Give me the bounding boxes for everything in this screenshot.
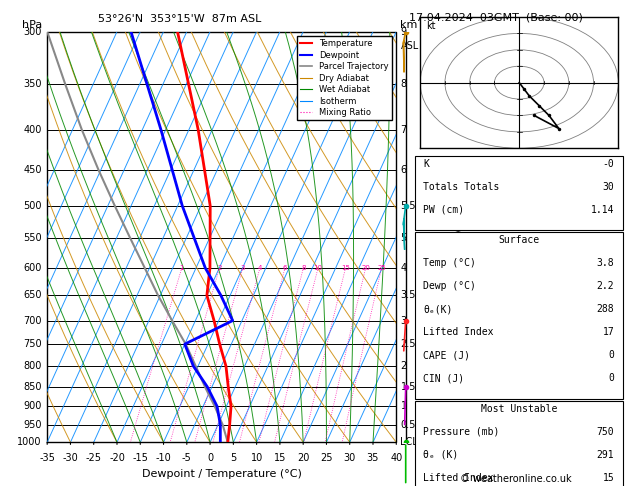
- Text: 17: 17: [603, 327, 615, 337]
- Text: 800: 800: [23, 361, 42, 371]
- Text: 950: 950: [23, 420, 42, 430]
- Text: 450: 450: [23, 165, 42, 175]
- Text: 53°26'N  353°15'W  87m ASL: 53°26'N 353°15'W 87m ASL: [98, 14, 262, 24]
- Text: 350: 350: [23, 79, 42, 89]
- Text: 30: 30: [343, 452, 356, 463]
- Text: ASL: ASL: [401, 41, 419, 51]
- Text: 17.04.2024  03GMT  (Base: 00): 17.04.2024 03GMT (Base: 00): [409, 12, 582, 22]
- Text: -15: -15: [132, 452, 148, 463]
- Text: 10: 10: [313, 265, 323, 271]
- Text: 1.14: 1.14: [591, 205, 615, 215]
- Text: 5: 5: [401, 233, 407, 243]
- Text: 2: 2: [217, 265, 221, 271]
- Text: 30: 30: [603, 182, 615, 192]
- Text: 291: 291: [597, 450, 615, 460]
- Text: 2.2: 2.2: [597, 281, 615, 291]
- Text: 750: 750: [597, 427, 615, 437]
- Text: CIN (J): CIN (J): [423, 373, 465, 383]
- Polygon shape: [403, 40, 404, 72]
- Text: 5: 5: [230, 452, 237, 463]
- Text: 1: 1: [401, 401, 406, 411]
- Text: Lifted Index: Lifted Index: [423, 473, 494, 483]
- Text: Most Unstable: Most Unstable: [481, 404, 557, 414]
- Text: 10: 10: [250, 452, 263, 463]
- Text: 1: 1: [179, 265, 184, 271]
- Text: K: K: [423, 159, 430, 169]
- Text: LCL: LCL: [401, 437, 418, 447]
- Text: 20: 20: [297, 452, 309, 463]
- Text: kt: kt: [426, 21, 436, 31]
- Text: 1.5: 1.5: [401, 382, 416, 392]
- Text: 1000: 1000: [18, 437, 42, 447]
- Text: -10: -10: [155, 452, 172, 463]
- Polygon shape: [403, 218, 404, 250]
- Text: -0: -0: [603, 159, 615, 169]
- Text: 8: 8: [301, 265, 306, 271]
- Text: CAPE (J): CAPE (J): [423, 350, 470, 360]
- Text: © weatheronline.co.uk: © weatheronline.co.uk: [460, 473, 572, 484]
- Text: 9: 9: [401, 27, 406, 36]
- Text: 35: 35: [367, 452, 379, 463]
- Text: 550: 550: [23, 233, 42, 243]
- Text: km: km: [401, 19, 418, 30]
- Text: -35: -35: [39, 452, 55, 463]
- Text: θₑ(K): θₑ(K): [423, 304, 453, 314]
- Text: 400: 400: [23, 125, 42, 135]
- Text: 6: 6: [282, 265, 287, 271]
- Text: 7: 7: [401, 125, 407, 135]
- Text: Surface: Surface: [498, 235, 540, 245]
- Text: -30: -30: [62, 452, 79, 463]
- Text: Dewp (°C): Dewp (°C): [423, 281, 476, 291]
- Text: 3: 3: [240, 265, 245, 271]
- Text: 4: 4: [401, 263, 406, 273]
- Text: 300: 300: [23, 27, 42, 36]
- Text: 15: 15: [274, 452, 286, 463]
- Bar: [415, 401, 623, 486]
- Text: hPa: hPa: [21, 19, 42, 30]
- Text: 288: 288: [597, 304, 615, 314]
- Text: 900: 900: [23, 401, 42, 411]
- Text: 850: 850: [23, 382, 42, 392]
- Bar: [415, 156, 623, 229]
- Text: 650: 650: [23, 290, 42, 300]
- Text: -25: -25: [86, 452, 102, 463]
- Text: 15: 15: [341, 265, 350, 271]
- Text: 700: 700: [23, 315, 42, 326]
- Text: 600: 600: [23, 263, 42, 273]
- Text: 500: 500: [23, 201, 42, 211]
- Text: 3: 3: [401, 315, 406, 326]
- Text: 3.8: 3.8: [597, 258, 615, 268]
- Text: Totals Totals: Totals Totals: [423, 182, 500, 192]
- Text: 25: 25: [377, 265, 386, 271]
- Text: 40: 40: [390, 452, 403, 463]
- Bar: [415, 232, 623, 399]
- Text: -20: -20: [109, 452, 125, 463]
- Text: θₑ (K): θₑ (K): [423, 450, 459, 460]
- Text: 2: 2: [401, 361, 407, 371]
- Text: Pressure (mb): Pressure (mb): [423, 427, 500, 437]
- Text: -5: -5: [182, 452, 192, 463]
- Text: 20: 20: [361, 265, 370, 271]
- Text: 0: 0: [608, 350, 615, 360]
- Text: 2.5: 2.5: [401, 339, 416, 349]
- Text: Temp (°C): Temp (°C): [423, 258, 476, 268]
- Text: Dewpoint / Temperature (°C): Dewpoint / Temperature (°C): [142, 469, 302, 479]
- Text: Mixing Ratio (g/kg): Mixing Ratio (g/kg): [455, 215, 464, 300]
- Text: 5.5: 5.5: [401, 201, 416, 211]
- Text: PW (cm): PW (cm): [423, 205, 465, 215]
- Text: 4: 4: [258, 265, 262, 271]
- Text: 8: 8: [401, 79, 406, 89]
- Text: 3.5: 3.5: [401, 290, 416, 300]
- Text: 0.5: 0.5: [401, 420, 416, 430]
- Text: 15: 15: [603, 473, 615, 483]
- Text: 6: 6: [401, 165, 406, 175]
- Legend: Temperature, Dewpoint, Parcel Trajectory, Dry Adiabat, Wet Adiabat, Isotherm, Mi: Temperature, Dewpoint, Parcel Trajectory…: [297, 36, 392, 121]
- Text: 0: 0: [207, 452, 213, 463]
- Text: Lifted Index: Lifted Index: [423, 327, 494, 337]
- Text: 0: 0: [608, 373, 615, 383]
- Text: 25: 25: [320, 452, 333, 463]
- Text: 750: 750: [23, 339, 42, 349]
